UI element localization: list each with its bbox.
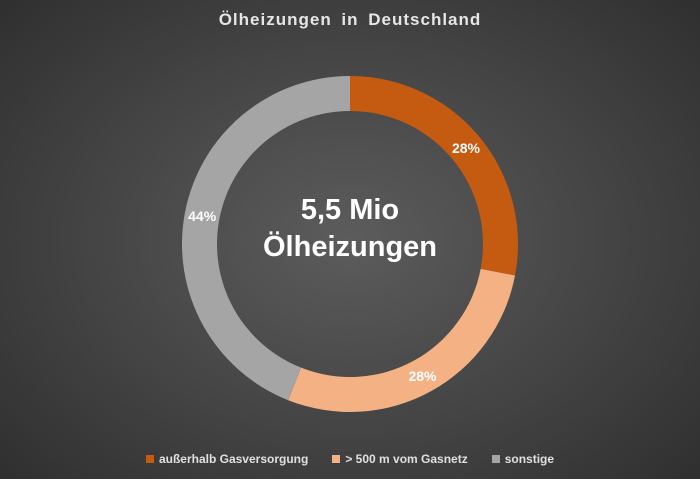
data-label-2: 44% xyxy=(188,208,217,224)
legend-item-ausserhalb-gasversorgung: außerhalb Gasversorgung xyxy=(145,452,309,466)
legend-label: außerhalb Gasversorgung xyxy=(158,452,309,466)
legend-label: sonstige xyxy=(504,452,555,466)
legend: außerhalb Gasversorgung > 500 m vom Gasn… xyxy=(0,452,700,466)
data-label-1: 28% xyxy=(408,368,437,384)
legend-swatch xyxy=(491,455,500,463)
legend-swatch xyxy=(145,455,154,463)
donut-slice-1 xyxy=(288,268,516,413)
legend-item-500m-vom-gasnetz: > 500 m vom Gasnetz xyxy=(332,452,468,466)
legend-item-sonstige: sonstige xyxy=(491,452,555,466)
data-label-0: 28% xyxy=(452,140,481,156)
legend-swatch xyxy=(332,455,341,463)
legend-label: > 500 m vom Gasnetz xyxy=(345,452,468,466)
donut-slice-2 xyxy=(181,76,350,401)
donut-slice-0 xyxy=(350,76,518,276)
center-label-line-2: Ölheizungen xyxy=(263,231,437,263)
center-label-line-1: 5,5 Mio xyxy=(300,194,400,226)
chart-title: Ölheizungen in Deutschland xyxy=(218,10,482,29)
